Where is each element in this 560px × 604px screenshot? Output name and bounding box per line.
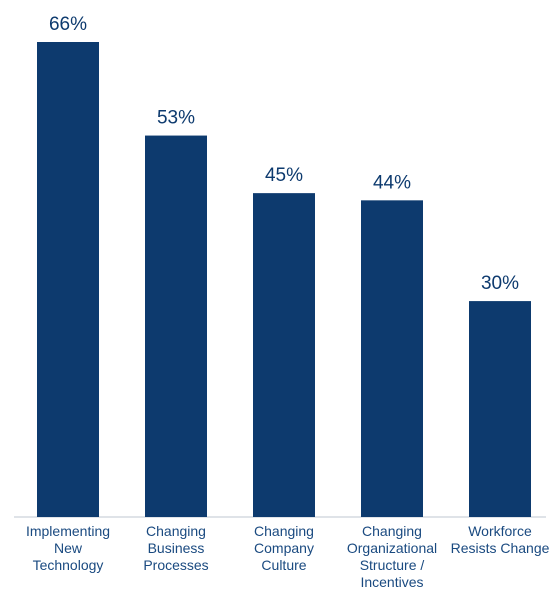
category-label-3: Changing Organizational Structure / Incenti… bbox=[347, 523, 437, 590]
bar-2 bbox=[253, 193, 315, 518]
category-label-line: Business bbox=[148, 540, 205, 556]
category-label-1: Changing Business Processes bbox=[143, 523, 208, 573]
category-label-line: New bbox=[54, 540, 83, 556]
category-label-2: Changing Company Culture bbox=[254, 523, 314, 573]
category-label-line: Technology bbox=[33, 557, 104, 573]
value-label-3: 44% bbox=[373, 172, 411, 193]
category-label-line: Company bbox=[254, 540, 314, 556]
category-label-line: Structure / bbox=[360, 557, 425, 573]
category-label-line: Changing bbox=[146, 523, 206, 539]
category-label-line: Culture bbox=[261, 557, 306, 573]
value-label-0: 66% bbox=[49, 14, 87, 35]
category-label-line: Workforce bbox=[468, 523, 532, 539]
category-label-line: Incentives bbox=[360, 574, 423, 590]
category-label-0: Implementing New Technology bbox=[26, 523, 110, 573]
bar-4 bbox=[469, 301, 531, 517]
value-label-2: 45% bbox=[265, 165, 303, 186]
bar-1 bbox=[145, 135, 207, 517]
bar-3 bbox=[361, 200, 423, 518]
category-label-line: Changing bbox=[254, 523, 314, 539]
category-label-line: Organizational bbox=[347, 540, 437, 556]
bar-0 bbox=[37, 42, 99, 517]
category-label-line: Resists Change bbox=[451, 540, 550, 556]
value-label-4: 30% bbox=[481, 273, 519, 294]
category-label-4: Workforce Resists Change bbox=[451, 523, 550, 556]
category-label-line: Implementing bbox=[26, 523, 110, 539]
value-label-1: 53% bbox=[157, 108, 195, 129]
category-label-line: Changing bbox=[362, 523, 422, 539]
category-label-line: Processes bbox=[143, 557, 208, 573]
